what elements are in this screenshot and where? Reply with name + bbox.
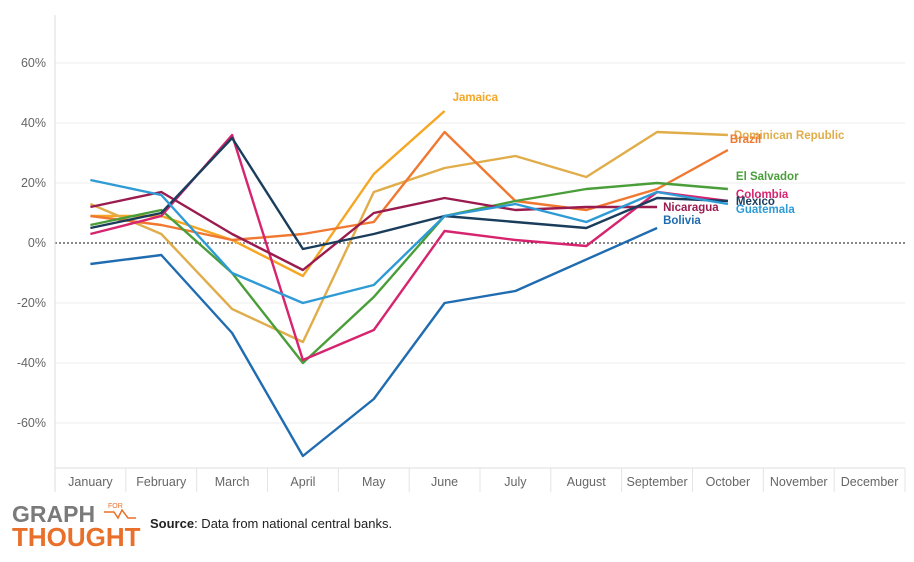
graph-for-thought-logo: GRAPH FOR THOUGHT	[12, 501, 141, 548]
logo-graph-text: GRAPH	[12, 501, 95, 527]
y-tick-label: -20%	[17, 296, 46, 310]
series-label-colombia: Colombia	[736, 189, 789, 201]
series-line-mexico	[90, 136, 728, 251]
series-line-colombia	[90, 133, 729, 362]
series-line-el-salvador	[90, 181, 729, 365]
x-tick-label: December	[841, 475, 899, 489]
series-line-guatemala	[90, 178, 729, 305]
y-tick-label: 0%	[28, 236, 46, 250]
series-label-jamaica: Jamaica	[453, 92, 499, 104]
x-tick-label: November	[770, 475, 828, 489]
x-tick-label: March	[215, 475, 250, 489]
x-tick-label: October	[706, 475, 750, 489]
series-line-dominican-republic	[89, 130, 728, 344]
x-axis: January February March April May June July Augu…	[54, 15, 906, 492]
x-tick-label: January	[68, 475, 113, 489]
x-tick-label: February	[136, 475, 187, 489]
grid-lines	[55, 62, 905, 424]
logo-for-text: FOR	[108, 503, 123, 510]
series-line-nicaragua	[90, 190, 658, 272]
line-chart: 60% 40% 20% 0% -20% -40% -60% January February M…	[17, 15, 906, 492]
x-tick-label: April	[290, 475, 315, 489]
y-tick-label: -40%	[17, 356, 46, 370]
series-line-bolivia	[90, 226, 658, 458]
series-label-bolivia: Bolivia	[663, 215, 701, 227]
source-note: Source: Data from national central banks…	[150, 516, 392, 531]
y-tick-label: 40%	[21, 116, 46, 130]
source-text: : Data from national central banks.	[194, 516, 393, 531]
y-tick-label: -60%	[17, 416, 46, 430]
series-label-dominican-republic: Dominican Republic	[734, 130, 845, 142]
series-lines	[89, 110, 729, 458]
logo-spark-icon	[104, 508, 136, 520]
y-tick-label: 20%	[21, 176, 46, 190]
y-tick-label: 60%	[21, 56, 46, 70]
x-tick-label: May	[362, 475, 386, 489]
x-tick-label: July	[504, 475, 527, 489]
series-label-brazil: Brazil	[730, 134, 761, 146]
logo-thought-text: THOUGHT	[12, 522, 141, 548]
series-label-el-salvador: El Salvador	[736, 171, 799, 183]
series-label-mexico: Mexico	[736, 196, 775, 208]
series-label-nicaragua: Nicaragua	[663, 202, 719, 214]
x-tick-label: June	[431, 475, 458, 489]
footer: GRAPH FOR THOUGHT Source: Data from nati…	[12, 500, 612, 550]
x-tick-label: September	[627, 475, 688, 489]
y-axis: 60% 40% 20% 0% -20% -40% -60%	[17, 56, 46, 430]
x-tick-label: August	[567, 475, 606, 489]
source-label: Source	[150, 516, 195, 531]
series-label-guatemala: Guatemala	[736, 204, 795, 216]
